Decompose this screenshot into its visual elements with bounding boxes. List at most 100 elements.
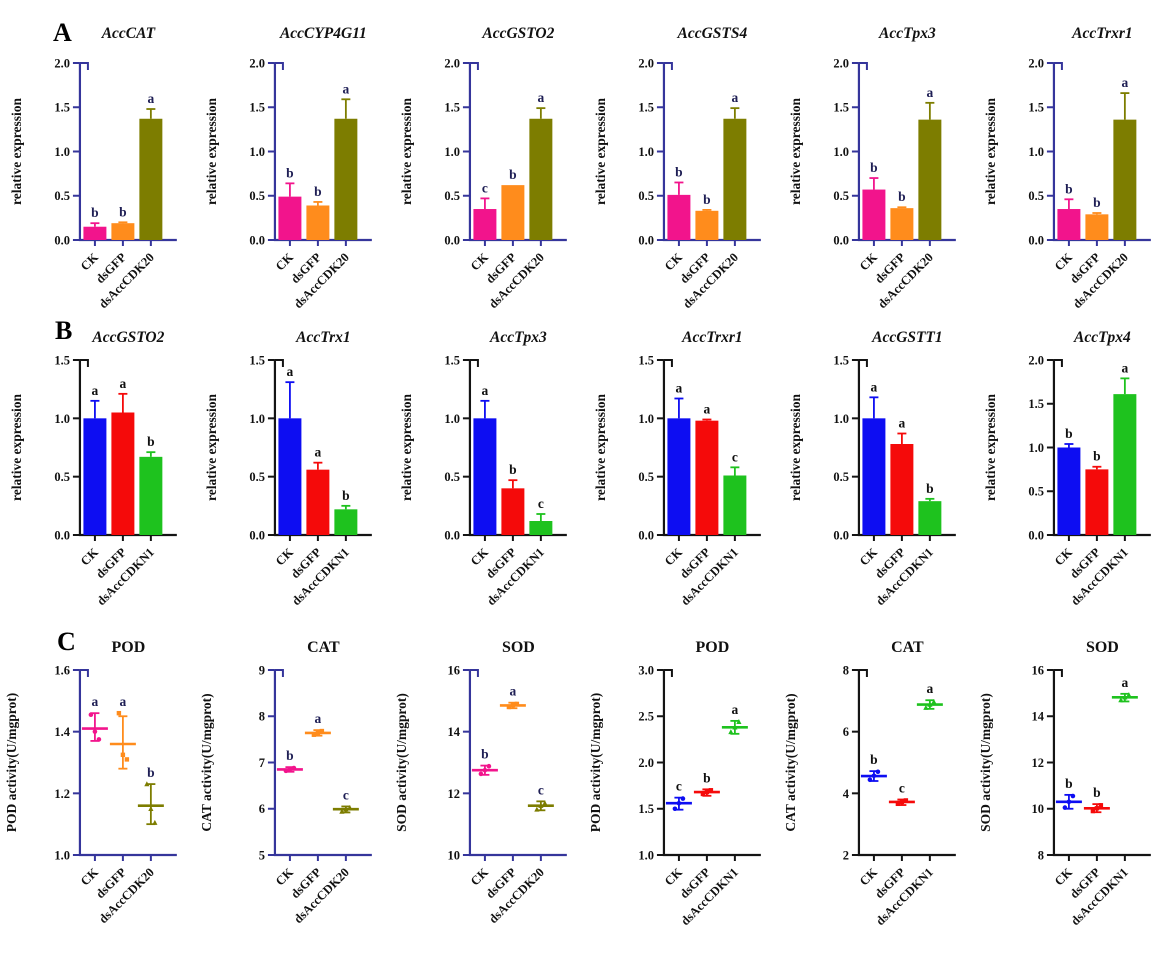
chart-title: AccTrx1 (295, 329, 350, 346)
data-point (537, 802, 544, 808)
chart-canvas: AccTpx4 relative expression 0.0 0.5 1.0 1.5 2.… (983, 329, 1152, 608)
sig-letter: c (343, 787, 349, 802)
y-tick-label: 0.5 (834, 470, 850, 484)
data-point (124, 757, 130, 762)
y-axis-label: relative expression (9, 393, 24, 501)
sig-letter: a (314, 711, 321, 726)
y-tick-label: 6 (259, 802, 265, 816)
y-axis-label: relative expression (788, 97, 803, 205)
data-point (1094, 806, 1100, 811)
sig-letter: b (704, 192, 711, 207)
x-tick-label: CK (1052, 250, 1075, 273)
y-tick-label: 1.0 (834, 412, 850, 426)
x-tick-label: CK (468, 545, 491, 568)
data-point (291, 765, 297, 771)
data-point (681, 796, 686, 801)
chart-title: AccTpx3 (489, 329, 547, 346)
sig-letter: b (1065, 426, 1072, 441)
sig-letter: b (509, 167, 516, 182)
bar (1113, 119, 1137, 240)
data-point (871, 773, 877, 779)
y-axis-label: relative expression (204, 97, 219, 205)
sig-letter: b (1065, 776, 1072, 791)
sig-letter: a (92, 694, 99, 709)
sig-letter: b (926, 481, 933, 496)
chart-title: POD (696, 639, 730, 656)
chart-b-acctrxr1: AccTrxr1 relative expression 0.0 0.5 1.0 1.5 C… (584, 315, 779, 610)
chart-title: AccGSTS4 (677, 25, 748, 42)
bar (723, 118, 747, 240)
bar (278, 418, 302, 535)
bar (473, 418, 497, 535)
y-tick-label: 1.0 (249, 145, 265, 159)
data-point (736, 719, 742, 724)
chart-canvas: AccTpx3 relative expression 0.0 0.5 1.0 1.5 CK… (399, 329, 567, 608)
axis-top-hook (859, 359, 869, 367)
x-tick-label: CK (78, 250, 101, 273)
y-axis-label: POD activity(U/mgprot) (588, 693, 603, 832)
data-point (867, 777, 873, 783)
data-point (152, 819, 158, 825)
panel-label-c: C (57, 627, 76, 656)
chart-canvas: AccTpx3 relative expression 0.0 0.5 1.0 1.5 2.… (788, 25, 957, 311)
axis-top-hook (859, 62, 869, 70)
x-tick-label: CK (1052, 545, 1075, 568)
sig-letter: a (1122, 75, 1129, 90)
y-tick-label: 1.5 (639, 353, 655, 367)
axis-top-hook (79, 359, 89, 367)
axis-top-hook (469, 359, 479, 367)
sig-letter: a (342, 81, 349, 96)
y-tick-label: 0.5 (249, 470, 265, 484)
y-tick-label: 8 (259, 710, 265, 724)
bar (695, 420, 719, 535)
y-tick-label: 6 (843, 725, 849, 739)
data-point (486, 763, 491, 769)
x-tick-label: CK (468, 250, 491, 273)
y-tick-label: 1.6 (54, 663, 70, 677)
y-tick-label: 1.0 (54, 412, 70, 426)
sig-letter: c (676, 779, 682, 794)
chart-title: AccGSTT1 (871, 329, 942, 346)
sig-letter: a (537, 90, 544, 105)
sig-letter: b (1093, 785, 1100, 800)
chart-canvas: AccTrxr1 relative expression 0.0 0.5 1.0 1.5 C… (593, 329, 762, 608)
chart-title: AccGSTO2 (481, 25, 554, 42)
x-tick-label: CK (78, 545, 101, 568)
panel-label-b: B (55, 316, 73, 345)
chart-title: AccTpx4 (1073, 329, 1131, 346)
y-axis-label: SOD activity(U/mgprot) (978, 693, 993, 832)
bar (918, 119, 942, 240)
y-tick-label: 3.0 (639, 663, 655, 677)
sig-letter: c (538, 496, 544, 511)
bar (83, 418, 107, 535)
y-tick-label: 2 (843, 848, 849, 862)
data-point (506, 704, 511, 710)
data-point (1062, 805, 1068, 810)
y-tick-label: 0.5 (249, 189, 265, 203)
y-tick-label: 0.0 (444, 528, 460, 542)
sig-letter: b (481, 747, 488, 762)
bar (667, 194, 691, 240)
y-tick-label: 14 (1032, 710, 1045, 724)
sig-letter: b (286, 165, 293, 180)
axis-top-hook (859, 669, 869, 677)
y-tick-label: 0.5 (1028, 485, 1044, 499)
x-tick-label: CK (662, 865, 685, 888)
sig-letter: b (676, 164, 683, 179)
chart-b-acctpx3: AccTpx3 relative expression 0.0 0.5 1.0 1.5 CK… (390, 315, 585, 610)
chart-canvas: AccGSTT1 relative expression 0.0 0.5 1.0 1.5 C… (788, 329, 957, 608)
y-tick-label: 0.5 (54, 470, 70, 484)
y-tick-label: 12 (447, 787, 459, 801)
chart-a-acctrxr1: AccTrxr1 relative expression 0.0 0.5 1.0 1.5 2… (974, 0, 1169, 315)
y-tick-label: 0.0 (1028, 233, 1044, 247)
bar (529, 118, 553, 240)
chart-b-accgsto2: AccGSTO2 relative expression 0.0 0.5 1.0 1.5 C… (0, 315, 195, 610)
y-tick-label: 7 (259, 756, 265, 770)
bar (667, 418, 691, 535)
bar (695, 210, 719, 240)
axis-top-hook (469, 669, 479, 677)
axis-top-hook (274, 669, 284, 677)
